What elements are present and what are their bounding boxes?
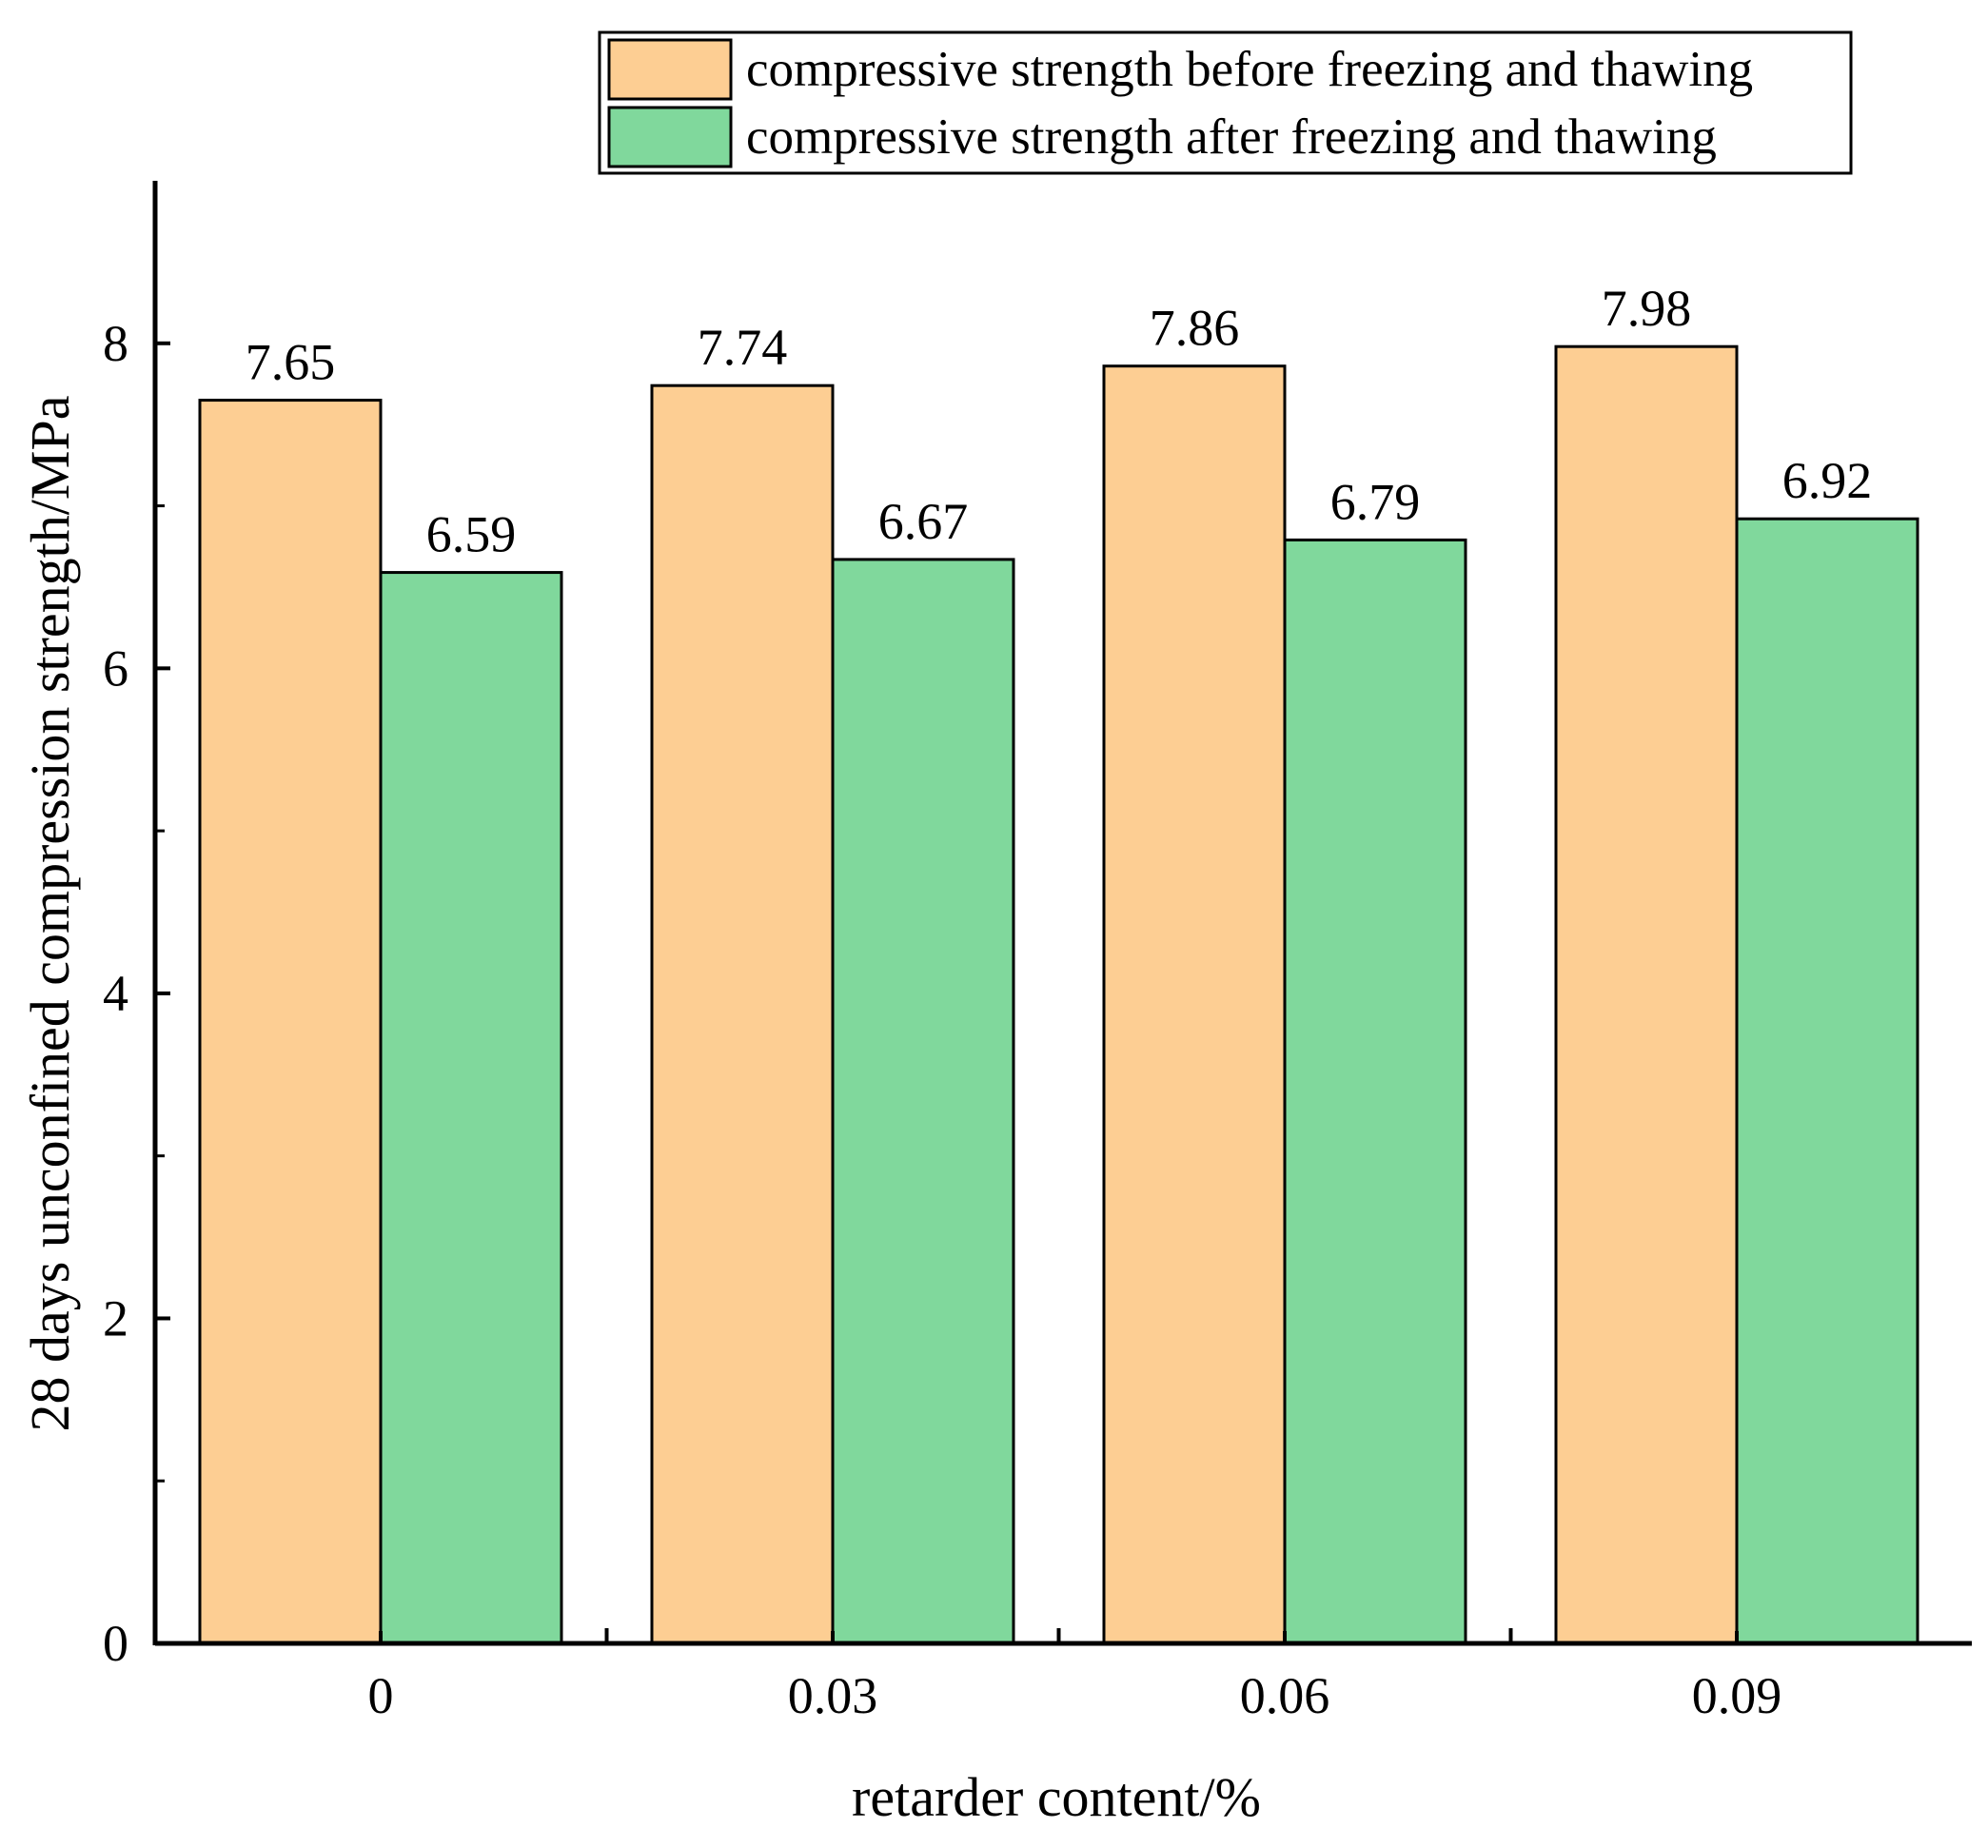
bar-series1-0.09: [1735, 517, 1919, 1645]
value-label-series0-0.09: 7.98: [1602, 280, 1692, 337]
value-labels-layer: 7.65 6.59 7.74 6.67 7.86 6.79 7.98 6.92: [246, 280, 1873, 562]
legend: compressive strength before freezing and…: [598, 30, 1853, 175]
bars-layer: [198, 344, 1919, 1645]
legend-swatch-before: [607, 38, 733, 101]
y-tick-label-4: 4: [103, 965, 128, 1022]
x-axis-title: retarder content/%: [852, 1766, 1261, 1828]
value-label-series0-0.03: 7.74: [698, 319, 788, 376]
x-tick-label-0.09: 0.09: [1692, 1667, 1782, 1724]
y-axis-title: 28 days unconfined compression strength/…: [19, 396, 81, 1432]
axes-layer: [152, 181, 1972, 1646]
bar-series0-0.03: [650, 383, 835, 1645]
bar-series0-0.06: [1102, 364, 1287, 1645]
value-label-series1-0: 6.59: [426, 506, 517, 563]
x-tick-label-0: 0: [368, 1667, 394, 1724]
bar-series1-0.06: [1283, 538, 1467, 1645]
legend-label-after: compressive strength after freezing and …: [746, 109, 1717, 165]
value-label-series0-0.06: 7.86: [1150, 300, 1240, 357]
ticks-layer: 0 0.03 0.06 0.09 0 2 4 6 8: [103, 315, 1781, 1724]
y-tick-label-2: 2: [103, 1289, 128, 1347]
value-label-series0-0: 7.65: [246, 334, 336, 391]
legend-swatch-after: [607, 106, 733, 168]
legend-label-before: compressive strength before freezing and…: [746, 42, 1753, 97]
bar-series1-0.03: [831, 558, 1015, 1645]
bar-series1-0: [379, 571, 563, 1645]
x-tick-label-0.03: 0.03: [788, 1667, 878, 1724]
y-tick-label-8: 8: [103, 315, 128, 372]
value-label-series1-0.06: 6.79: [1330, 473, 1421, 530]
x-tick-label-0.06: 0.06: [1240, 1667, 1330, 1724]
legend-frame: [598, 30, 1853, 175]
value-label-series1-0.09: 6.92: [1782, 452, 1873, 509]
bar-series0-0.09: [1554, 344, 1739, 1645]
y-tick-label-6: 6: [103, 639, 128, 697]
y-tick-label-0: 0: [103, 1615, 128, 1672]
bar-series0-0: [198, 399, 383, 1645]
value-label-series1-0.03: 6.67: [878, 493, 969, 550]
